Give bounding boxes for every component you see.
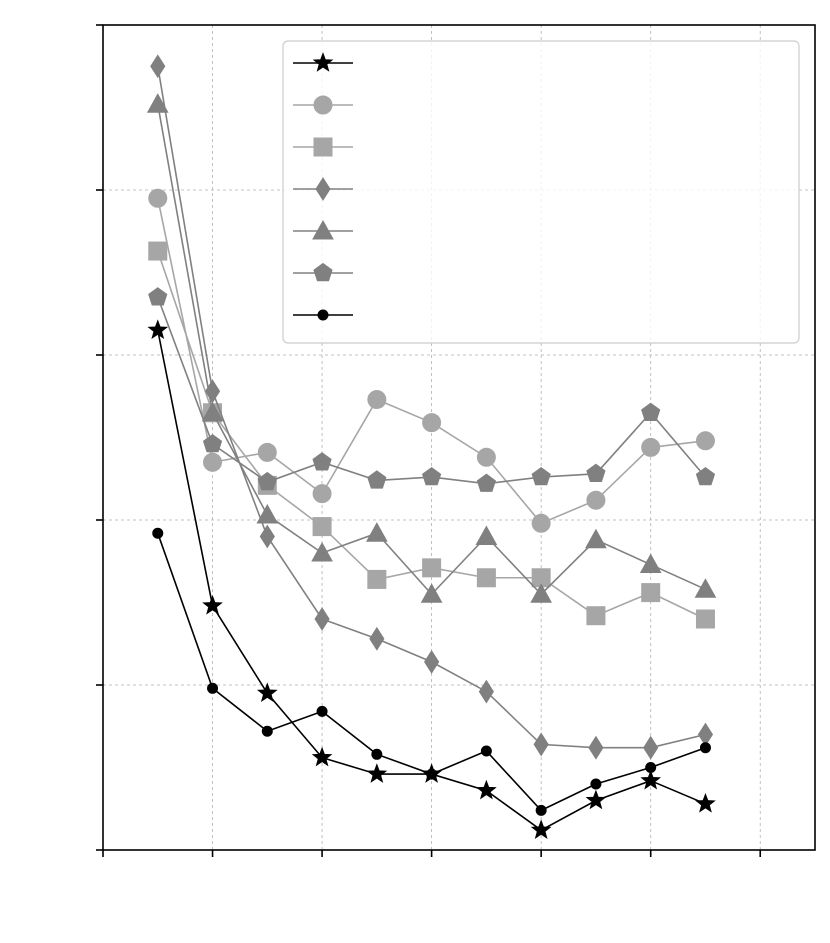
data-point-dot-9 (645, 762, 657, 773)
data-point-pentagon-2 (257, 471, 277, 491)
data-point-triangle-0 (146, 93, 169, 113)
data-point-triangle-4 (365, 522, 388, 542)
data-point-star-2 (256, 682, 278, 703)
data-point-circle-7 (531, 513, 551, 533)
legend (282, 40, 800, 344)
data-point-triangle-6 (475, 525, 498, 545)
data-point-triangle-1 (201, 401, 224, 422)
data-point-dot-5 (426, 768, 438, 780)
data-point-square-9 (641, 583, 661, 603)
data-point-pentagon-4 (367, 470, 387, 489)
legend-marker-star (312, 52, 334, 72)
axis-ticks (96, 24, 762, 857)
data-point-triangle-7 (530, 583, 553, 603)
data-point-diamond-3 (314, 607, 330, 631)
series-circle (148, 188, 715, 533)
data-point-diamond-8 (588, 735, 604, 760)
data-point-square-10 (695, 609, 715, 629)
series-diamond (150, 54, 714, 760)
legend-marker-diamond (315, 177, 331, 201)
data-point-circle-0 (148, 188, 168, 208)
legend-entry-triangle (293, 219, 353, 240)
data-point-pentagon-7 (531, 466, 551, 486)
data-point-circle-8 (586, 490, 606, 510)
data-point-triangle-10 (694, 578, 717, 598)
data-point-dot-4 (371, 748, 383, 760)
legend-entry-dot (293, 309, 353, 321)
series-dot (152, 527, 711, 816)
data-point-dot-8 (590, 778, 602, 790)
data-point-square-0 (148, 241, 168, 261)
data-point-pentagon-10 (695, 466, 716, 486)
data-point-diamond-2 (259, 524, 275, 549)
legend-box (282, 40, 800, 344)
data-point-diamond-0 (150, 54, 166, 79)
legend-entry-diamond (293, 177, 353, 201)
data-point-star-10 (695, 792, 716, 813)
data-point-circle-10 (695, 431, 715, 451)
data-point-triangle-2 (256, 504, 279, 524)
data-point-star-4 (366, 763, 388, 783)
data-point-pentagon-1 (202, 433, 223, 453)
data-point-triangle-5 (420, 583, 443, 603)
data-point-square-4 (367, 569, 387, 589)
data-point-triangle-3 (311, 541, 333, 562)
data-point-pentagon-8 (586, 463, 606, 482)
data-point-dot-7 (535, 804, 547, 816)
legend-entry-square (293, 137, 353, 157)
data-point-diamond-7 (533, 732, 549, 757)
data-point-star-1 (202, 594, 223, 615)
data-point-square-5 (422, 558, 442, 578)
data-point-dot-0 (152, 527, 164, 539)
axes-frame (102, 24, 816, 851)
data-point-diamond-4 (369, 626, 385, 651)
legend-marker-circle (313, 95, 333, 115)
legend-entry-star (293, 52, 353, 72)
data-point-square-3 (312, 517, 332, 537)
data-point-diamond-6 (478, 679, 494, 704)
data-point-star-3 (311, 746, 333, 767)
data-point-circle-2 (257, 442, 277, 462)
data-point-dot-3 (316, 705, 328, 717)
data-point-star-0 (147, 319, 169, 340)
data-point-pentagon-0 (148, 287, 168, 306)
legend-entry-pentagon (293, 262, 353, 282)
data-point-square-8 (586, 606, 606, 626)
legend-marker-pentagon (313, 262, 333, 282)
data-point-dot-2 (261, 725, 273, 737)
data-point-pentagon-9 (641, 402, 661, 421)
data-point-dot-10 (699, 742, 711, 754)
data-point-star-9 (640, 769, 662, 790)
data-point-pentagon-3 (312, 452, 332, 471)
data-point-diamond-5 (424, 649, 440, 674)
data-point-pentagon-6 (476, 473, 497, 492)
data-point-circle-9 (641, 437, 661, 457)
data-point-star-7 (530, 819, 552, 839)
series-pentagon (148, 287, 716, 492)
legend-entry-circle (293, 95, 353, 115)
series-triangle (146, 93, 717, 603)
legend-marker-square (313, 137, 333, 157)
data-point-dot-6 (480, 745, 492, 757)
data-point-circle-1 (203, 452, 223, 472)
series-layer (146, 54, 717, 839)
data-point-circle-3 (312, 484, 332, 504)
data-point-circle-4 (367, 390, 387, 410)
legend-marker-triangle (312, 219, 334, 240)
data-point-circle-5 (422, 413, 442, 433)
data-point-pentagon-5 (421, 466, 442, 486)
data-point-star-6 (476, 779, 497, 800)
data-point-dot-1 (207, 682, 219, 694)
legend-marker-dot (317, 309, 329, 321)
data-point-star-8 (585, 789, 607, 810)
data-point-triangle-8 (585, 528, 607, 549)
data-point-triangle-9 (639, 553, 662, 574)
data-point-circle-6 (476, 447, 496, 467)
data-point-diamond-9 (643, 735, 659, 760)
data-point-square-6 (476, 568, 496, 588)
